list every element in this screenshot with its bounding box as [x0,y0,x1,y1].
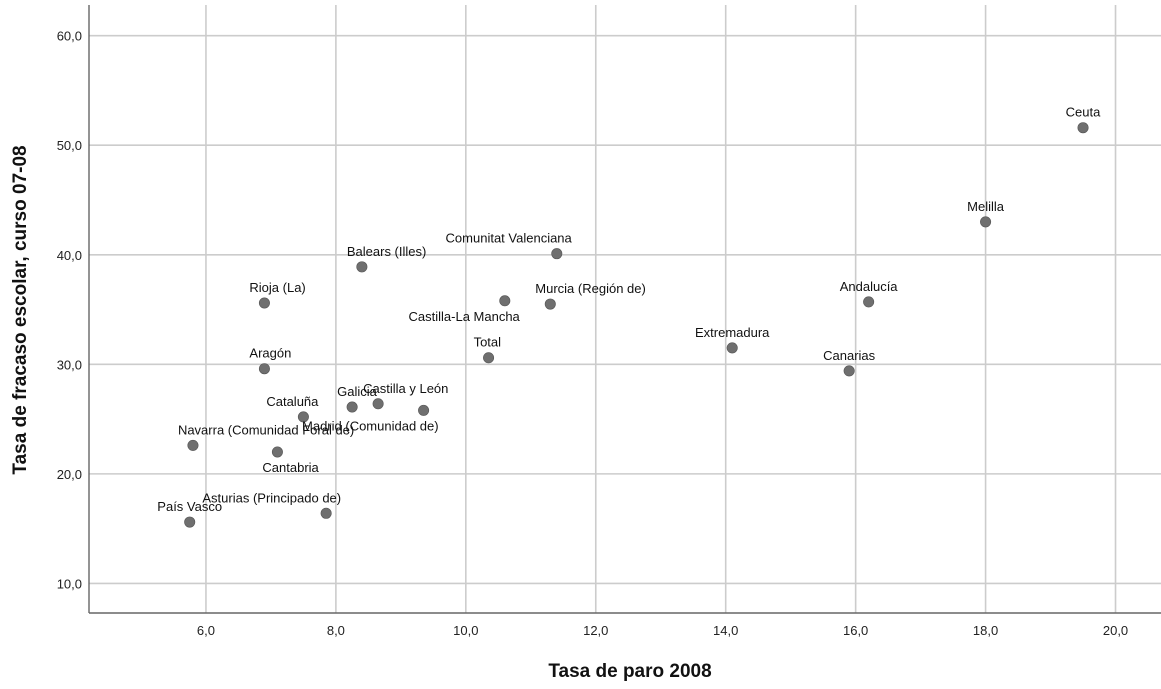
point-label: Andalucía [840,279,899,294]
point-label: Navarra (Comunidad Foral de) [178,422,354,437]
data-point [320,507,332,519]
data-point [1077,122,1089,134]
x-tick-label: 8,0 [327,623,345,638]
data-point [483,352,495,364]
point-label: Castilla-La Mancha [409,309,521,324]
data-point [271,446,283,458]
data-point [863,296,875,308]
point-label: Extremadura [695,325,770,340]
point-label: Madrid (Comunidad de) [302,418,439,433]
y-axis-title: Tasa de fracaso escolar, curso 07-08 [10,145,31,474]
point-label: Rioja (La) [249,280,305,295]
point-label: Cataluña [266,394,319,409]
x-tick-label: 16,0 [843,623,868,638]
point-label: Asturias (Principado de) [202,490,341,505]
point-label: Murcia (Región de) [535,281,646,296]
data-points [184,122,1089,528]
point-label: País Vasco [157,499,222,514]
y-tick-label: 50,0 [57,138,82,153]
point-label: Comunitat Valenciana [446,231,573,246]
x-tick-label: 14,0 [713,623,738,638]
y-tick-label: 20,0 [57,467,82,482]
data-point [726,342,738,354]
data-point [346,401,358,413]
point-label: Canarias [823,348,876,363]
data-point [356,261,368,273]
data-point [499,295,511,307]
tick-labels: 6,0 8,0 10,0 12,0 14,0 16,0 18,0 20,0 10,0 20,0 30… [57,29,1128,638]
x-tick-label: 12,0 [583,623,608,638]
point-label: Castilla y León [363,381,448,396]
point-label: Melilla [967,199,1005,214]
point-label: Ceuta [1066,105,1101,120]
data-point [843,365,855,377]
y-tick-label: 30,0 [57,357,82,372]
data-point [372,398,384,410]
data-point [184,516,196,528]
data-point [297,411,309,423]
data-point [551,248,563,260]
data-point [418,404,430,416]
x-tick-label: 18,0 [973,623,998,638]
axis-layer [88,5,1161,614]
data-point [258,363,270,375]
x-axis-title: Tasa de paro 2008 [548,661,711,682]
data-point [544,298,556,310]
x-tick-label: 10,0 [453,623,478,638]
point-label: Galicia [337,384,378,399]
data-point [187,439,199,451]
grid-layer [89,5,1161,613]
point-label: Balears (Illes) [347,244,426,259]
point-label: Total [474,335,502,350]
x-tick-label: 6,0 [197,623,215,638]
y-tick-label: 60,0 [57,29,82,44]
data-point [980,216,992,228]
x-tick-label: 20,0 [1103,623,1128,638]
point-label: Aragón [249,346,291,361]
point-labels: Ceuta Melilla Comunitat Valenciana Balears … [157,105,1101,514]
data-point [258,297,270,309]
y-tick-label: 40,0 [57,248,82,263]
point-label: Cantabria [262,460,319,475]
y-tick-label: 10,0 [57,576,82,591]
